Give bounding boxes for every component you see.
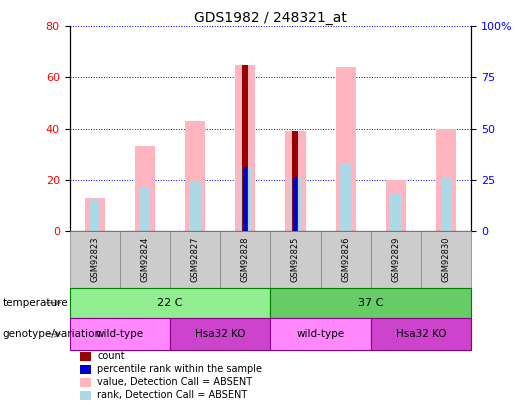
- Text: GSM92827: GSM92827: [191, 237, 199, 282]
- Bar: [190, 182, 200, 231]
- Text: Hsa32 KO: Hsa32 KO: [195, 329, 246, 339]
- Text: GSM92825: GSM92825: [291, 237, 300, 282]
- Text: GSM92828: GSM92828: [241, 237, 250, 282]
- Text: rank, Detection Call = ABSENT: rank, Detection Call = ABSENT: [97, 390, 248, 400]
- Bar: [436, 129, 456, 231]
- Bar: [290, 177, 301, 231]
- Bar: [185, 121, 205, 231]
- Text: wild-type: wild-type: [96, 329, 144, 339]
- Text: GSM92823: GSM92823: [90, 237, 99, 282]
- Text: percentile rank within the sample: percentile rank within the sample: [97, 364, 262, 374]
- Text: wild-type: wild-type: [297, 329, 345, 339]
- Text: GSM92830: GSM92830: [442, 237, 451, 282]
- Bar: [293, 131, 299, 231]
- Bar: [135, 147, 155, 231]
- Bar: [240, 167, 251, 231]
- Bar: [340, 164, 351, 231]
- Text: genotype/variation: genotype/variation: [3, 329, 101, 339]
- Bar: [89, 200, 100, 231]
- Text: GSM92824: GSM92824: [141, 237, 149, 282]
- Bar: [242, 65, 248, 231]
- Text: GSM92826: GSM92826: [341, 237, 350, 282]
- Title: GDS1982 / 248321_at: GDS1982 / 248321_at: [194, 11, 347, 25]
- Bar: [336, 67, 356, 231]
- Text: Hsa32 KO: Hsa32 KO: [396, 329, 447, 339]
- Bar: [140, 188, 150, 231]
- Text: GSM92829: GSM92829: [391, 237, 400, 282]
- Text: 37 C: 37 C: [358, 298, 384, 308]
- Text: count: count: [97, 352, 125, 361]
- Text: value, Detection Call = ABSENT: value, Detection Call = ABSENT: [97, 377, 252, 387]
- Bar: [386, 180, 406, 231]
- Bar: [243, 167, 247, 231]
- Text: temperature: temperature: [3, 298, 68, 308]
- Bar: [390, 192, 401, 231]
- Bar: [84, 198, 105, 231]
- Bar: [235, 65, 255, 231]
- Bar: [285, 131, 305, 231]
- Text: 22 C: 22 C: [157, 298, 183, 308]
- Bar: [294, 177, 298, 231]
- Bar: [441, 177, 452, 231]
